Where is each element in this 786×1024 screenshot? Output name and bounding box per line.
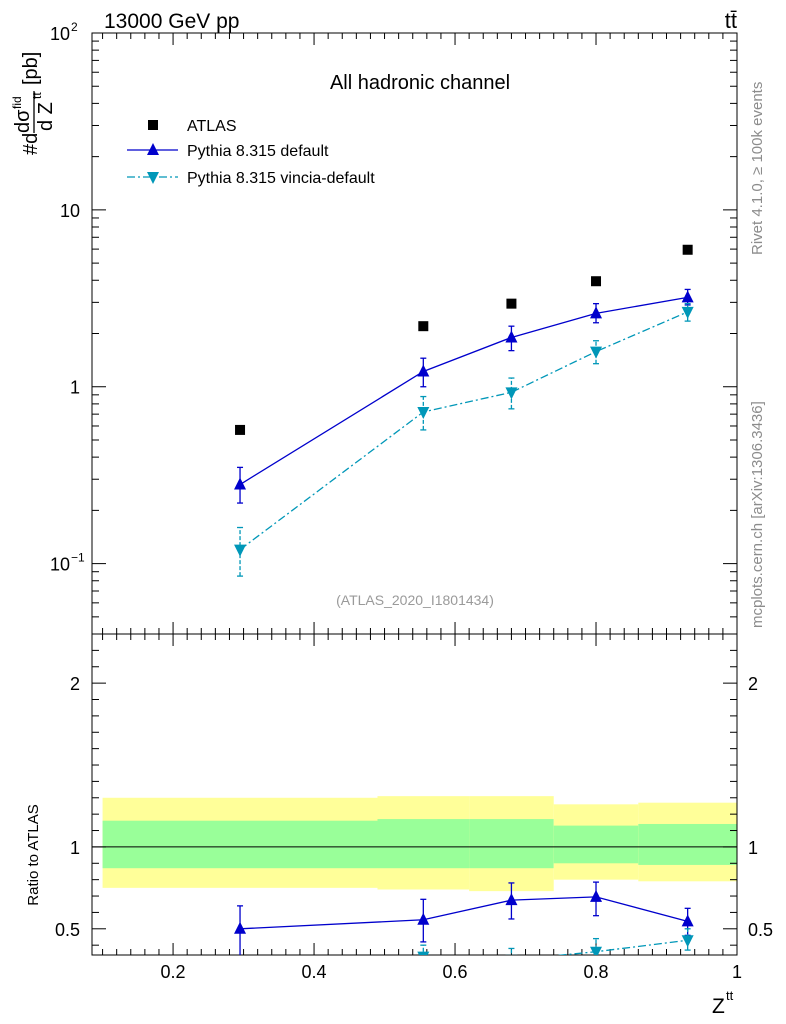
chart-title: All hadronic channel: [330, 72, 510, 94]
ratio-point: [417, 951, 430, 955]
y-axis-label: #d dσ fid d Z tt [pb]: [10, 52, 57, 155]
data-point: [505, 330, 518, 343]
legend-label: ATLAS: [187, 118, 237, 135]
x-tick-label: 0.8: [584, 962, 609, 982]
data-point: [591, 276, 602, 287]
header-right: tt̄: [725, 8, 737, 33]
side-text-top: Rivet 4.1.0, ≥ 100k events: [749, 82, 766, 255]
data-point: [590, 306, 603, 319]
data-point: [234, 477, 247, 490]
side-text-bottom: mcplots.cern.ch [arXiv:1306.3436]: [749, 401, 766, 628]
series-layer: [234, 244, 694, 985]
legend-marker: [147, 172, 159, 184]
series-atlas: [235, 244, 693, 435]
y-tick-label-base: 10: [50, 555, 70, 575]
series-line: [239, 296, 688, 486]
legend-marker: [147, 143, 159, 155]
ratio-point: [505, 954, 518, 955]
y-tick-label-exp: 2: [71, 20, 78, 34]
data-point: [235, 424, 246, 435]
svg-text:dσ: dσ: [12, 109, 34, 133]
data-point: [590, 346, 603, 359]
ratio-y-tick-label-right: 2: [748, 674, 758, 694]
ratio-point: [234, 921, 247, 934]
y-tick-label-exp: −1: [71, 551, 85, 565]
legend-entry: Pythia 8.315 vincia-default: [127, 170, 375, 187]
data-point: [506, 298, 517, 309]
data-point: [505, 387, 518, 400]
legend-label: Pythia 8.315 default: [187, 143, 329, 160]
ratio-band-inner: [377, 819, 470, 869]
ratio-band-inner: [553, 825, 639, 864]
svg-text:tt: tt: [30, 92, 44, 99]
y-tick-label: 1: [70, 378, 80, 398]
ratio-band-inner: [469, 819, 554, 869]
series-pythia-vincia: [234, 302, 694, 577]
ratio-pythia-default: [234, 881, 694, 955]
svg-text:[pb]: [pb]: [20, 52, 42, 85]
ratio-line: [555, 939, 688, 955]
ratio-point: [590, 889, 603, 902]
ratio-y-tick-label: 1: [70, 838, 80, 858]
ratio-point: [681, 914, 694, 927]
y-tick-label-base: 1: [70, 378, 80, 398]
legend-marker: [148, 120, 158, 130]
ratio-band-inner: [638, 823, 737, 865]
data-point: [682, 244, 693, 255]
data-point: [417, 406, 430, 419]
x-tick-label: 0.4: [302, 962, 327, 982]
ratio-point: [234, 973, 246, 985]
ratio-ylabel: Ratio to ATLAS: [25, 804, 42, 905]
watermark: (ATLAS_2020_I1801434): [336, 592, 494, 608]
ratio-pythia-vincia: [234, 928, 694, 985]
legend-entry: ATLAS: [148, 118, 237, 135]
x-tick-label: 0.6: [443, 962, 468, 982]
ratio-band-inner: [102, 820, 378, 869]
data-point: [681, 290, 694, 303]
y-tick-label-base: 10: [50, 24, 70, 44]
legend: ATLAS Pythia 8.315 default Pythia 8.315 vi…: [127, 118, 375, 187]
ratio-line: [240, 896, 688, 930]
y-tick-label: 10 −1: [50, 551, 85, 575]
ratio-y-tick-label-right: 1: [748, 838, 758, 858]
ratio-point: [505, 893, 518, 906]
ratio-point: [417, 912, 430, 925]
ratio-y-tick-label-right: 0.5: [748, 920, 773, 940]
ratio-point: [681, 935, 694, 948]
ratio-bands: [102, 796, 737, 892]
header-left: 13000 GeV pp: [104, 10, 239, 33]
ratio-y-tick-label: 0.5: [55, 920, 80, 940]
svg-text:Z: Z: [712, 995, 725, 1018]
ratio-plot-frame: [91, 633, 738, 956]
x-axis-label: Z tt: [712, 988, 734, 1018]
series-pythia-default: [234, 288, 694, 504]
data-point: [418, 321, 429, 332]
svg-text:d Z: d Z: [35, 102, 57, 131]
legend-label: Pythia 8.315 vincia-default: [187, 170, 375, 187]
data-point: [234, 544, 247, 557]
x-tick-label: 1: [732, 962, 742, 982]
data-point: [417, 364, 430, 377]
legend-entry: Pythia 8.315 default: [127, 143, 329, 160]
y-tick-label: 10: [60, 201, 80, 221]
series-line: [239, 311, 688, 551]
svg-text:tt: tt: [726, 988, 734, 1003]
svg-text:fid: fid: [10, 96, 24, 109]
svg-text:#d: #d: [20, 133, 42, 155]
y-tick-label: 10 2: [50, 20, 78, 44]
x-tick-label: 0.2: [161, 962, 186, 982]
ratio-y-tick-label: 2: [70, 674, 80, 694]
data-point: [681, 306, 694, 319]
ratio-point: [590, 946, 603, 955]
y-tick-label-base: 10: [60, 201, 80, 221]
